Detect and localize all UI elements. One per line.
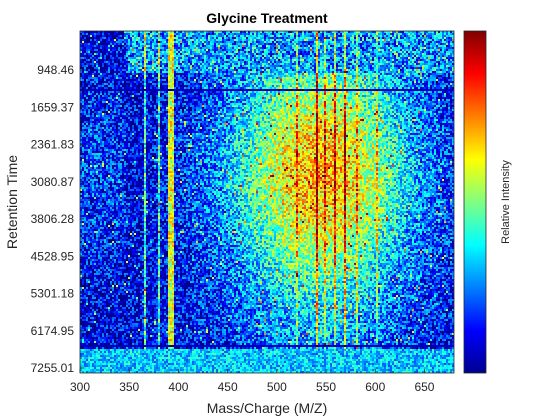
y-axis-label: Retention Time xyxy=(4,155,20,249)
y-tick-label: 3806.28 xyxy=(31,212,75,226)
x-tick-label: 350 xyxy=(119,380,139,394)
y-tick-label: 1659.37 xyxy=(31,100,75,114)
x-tick-label: 650 xyxy=(414,380,434,394)
x-tick-label: 600 xyxy=(365,380,385,394)
x-tick-label: 550 xyxy=(316,380,336,394)
x-tick-label: 450 xyxy=(218,380,238,394)
y-tick-label: 948.46 xyxy=(37,63,74,77)
y-tick-label: 6174.95 xyxy=(31,324,75,338)
x-axis-ticks: 300 350 400 450 500 550 600 650 xyxy=(70,369,435,394)
y-tick-label: 2361.83 xyxy=(31,138,75,152)
x-tick-label: 300 xyxy=(70,380,90,394)
y-tick-label: 3080.87 xyxy=(31,175,75,189)
x-tick-label: 400 xyxy=(168,380,188,394)
heatmap-cells xyxy=(80,31,454,373)
x-axis-label: Mass/Charge (M/Z) xyxy=(207,400,328,416)
colorbar-label: Relative Intensity xyxy=(500,160,512,244)
colorbar xyxy=(463,30,487,374)
heatmap-image xyxy=(80,31,454,373)
y-tick-label: 5301.18 xyxy=(31,287,75,301)
y-tick-label: 4528.95 xyxy=(31,249,75,263)
x-tick-label: 500 xyxy=(267,380,287,394)
y-axis-ticks: 948.46 1659.37 2361.83 3080.87 3806.28 4528.9… xyxy=(31,63,84,375)
plot-frame xyxy=(79,30,455,374)
chart-title: Glycine Treatment xyxy=(206,10,328,26)
y-tick-label: 7255.01 xyxy=(31,361,75,375)
